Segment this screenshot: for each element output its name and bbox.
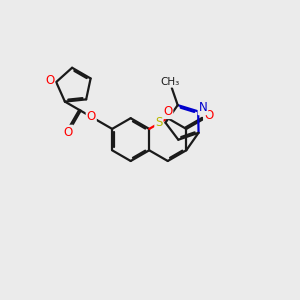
Text: O: O (163, 105, 172, 118)
Text: O: O (64, 126, 73, 139)
Text: S: S (155, 116, 163, 129)
Text: O: O (87, 110, 96, 123)
Text: O: O (204, 110, 213, 122)
Text: CH₃: CH₃ (160, 77, 179, 87)
Text: N: N (199, 101, 207, 114)
Text: O: O (45, 74, 54, 87)
